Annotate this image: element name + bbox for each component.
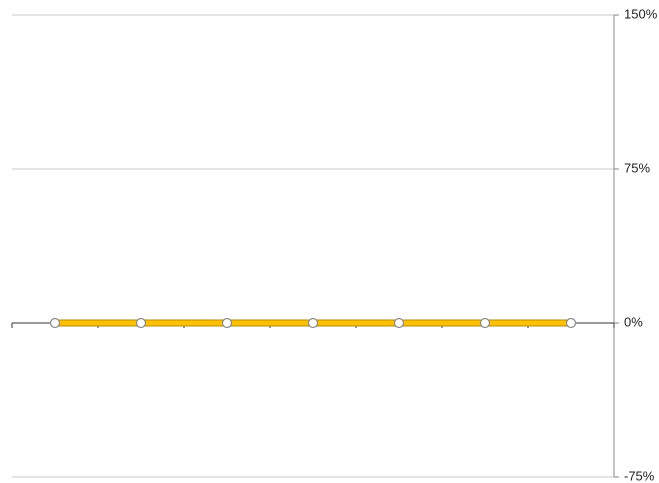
marker (479, 317, 491, 329)
marker (393, 317, 405, 329)
y-tick-label: 75% (624, 160, 650, 175)
y-tick-label: -75% (624, 468, 655, 483)
marker (221, 317, 233, 329)
y-tick-label: 0% (624, 314, 643, 329)
marker (49, 317, 61, 329)
y-tick-label: 150% (624, 6, 658, 21)
marker (307, 317, 319, 329)
marker (135, 317, 147, 329)
marker (565, 317, 577, 329)
